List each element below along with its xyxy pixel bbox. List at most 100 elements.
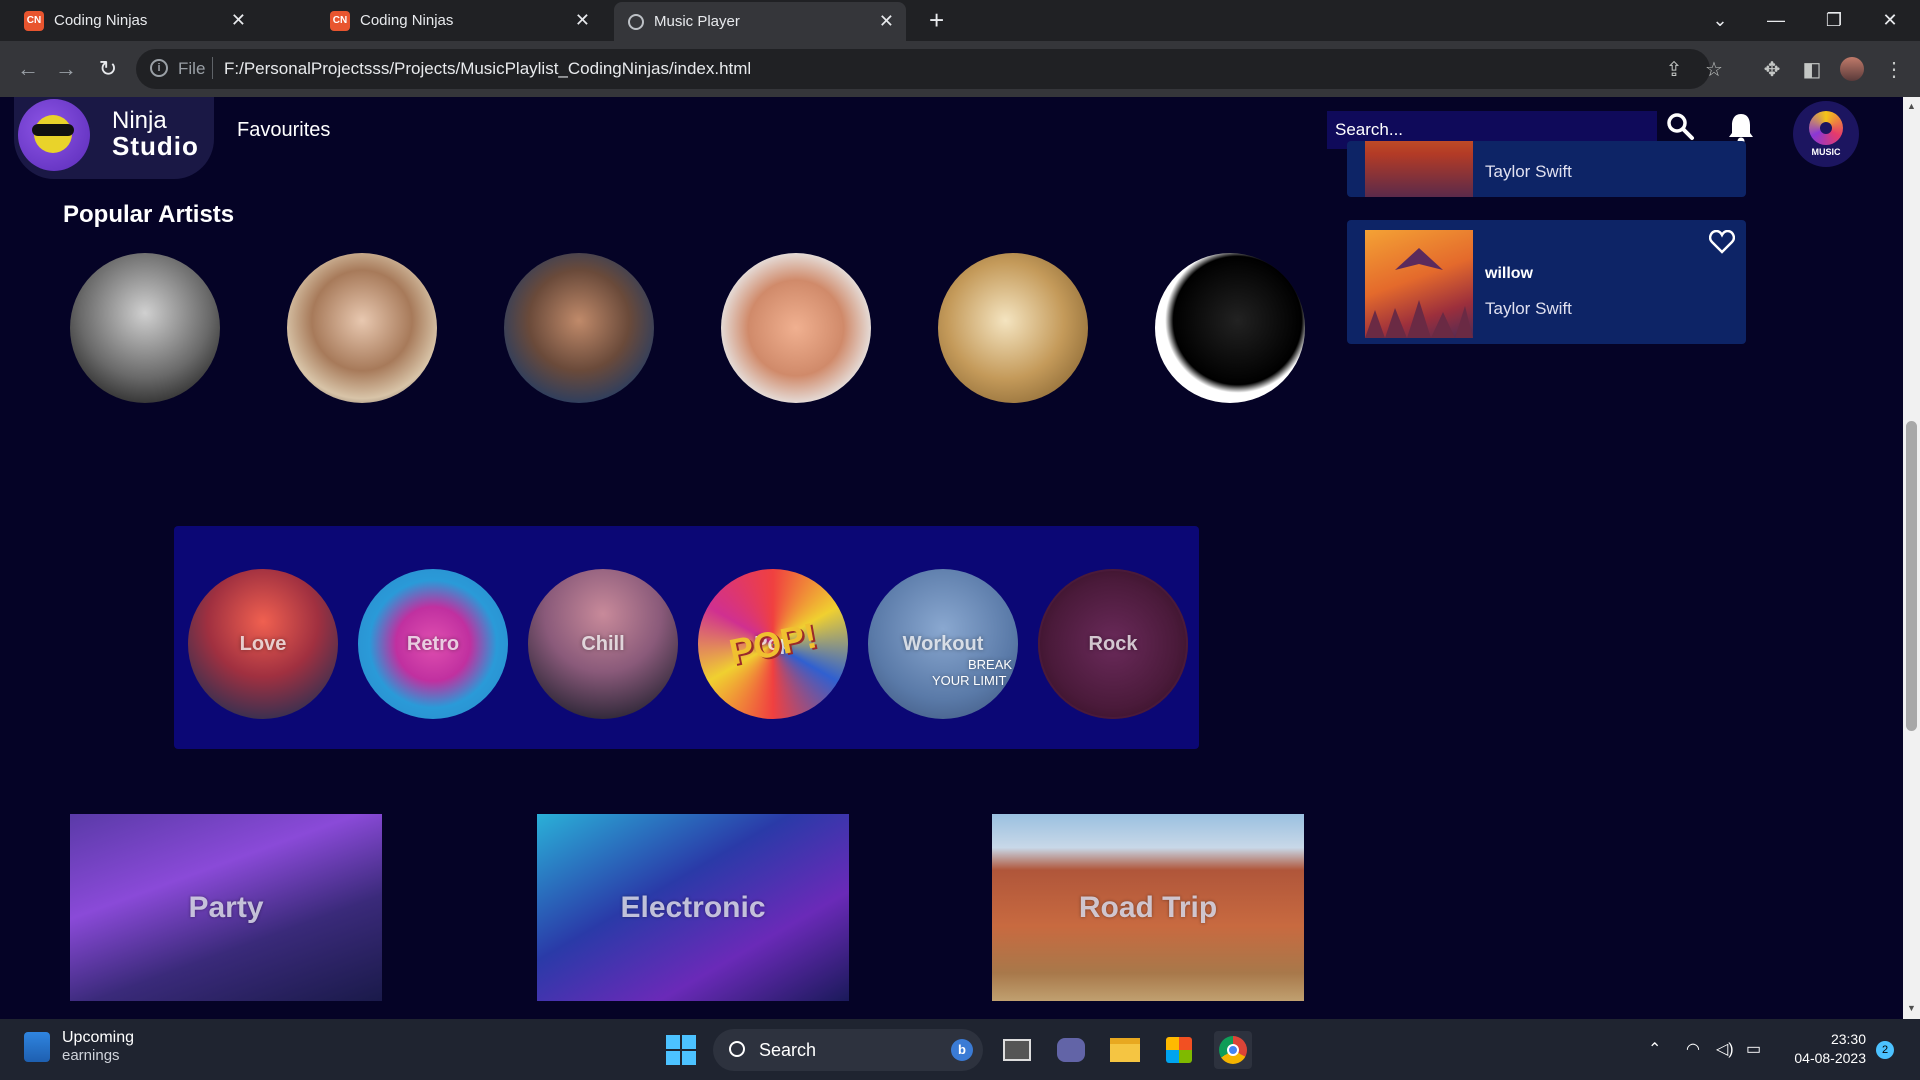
genre-pop[interactable]: POP! Pop [698,569,848,719]
new-tab-button[interactable]: + [929,5,945,35]
mood-tile-electronic[interactable]: Electronic [537,814,849,1001]
logo-text-line1: Ninja [112,107,167,134]
url-field[interactable]: i File F:/PersonalProjectsss/Projects/Mu… [136,49,1723,89]
workout-art-text: YOUR LIMIT [932,673,1007,688]
browser-tab[interactable]: CN Coding Ninjas ✕ [318,0,602,41]
artist-avatar[interactable] [504,253,654,403]
reload-icon[interactable]: ↻ [98,56,118,81]
close-window-button[interactable]: ✕ [1882,10,1898,30]
close-tab-icon[interactable]: ✕ [230,10,246,30]
scroll-up-icon[interactable]: ▲ [1907,101,1916,111]
song-artist: Taylor Swift [1485,299,1572,318]
genre-rock[interactable]: Rock [1038,569,1188,719]
page-scrollbar[interactable]: ▲ ▼ [1903,97,1920,1019]
tab-title: Music Player [654,13,740,30]
artist-avatar[interactable] [287,253,437,403]
taskbar: Upcoming earnings Search b ⌃ ◠ ◁) ▭ 23:3… [0,1019,1920,1080]
music-logo[interactable]: MUSIC [1793,101,1859,167]
logo-text-line2: Studio [112,131,199,161]
show-hidden-icons[interactable]: ⌃ [1648,1041,1662,1058]
coding-ninjas-favicon: CN [330,10,350,31]
windows-start-icon[interactable] [666,1035,696,1065]
widget-line1: Upcoming [62,1029,135,1046]
back-icon[interactable]: ← [17,56,39,81]
tile-label: Road Trip [1078,890,1218,924]
weather-widget[interactable]: Upcoming earnings [24,1029,134,1064]
artist-avatar[interactable] [1155,253,1305,403]
mood-tile-party[interactable]: Party [70,814,382,1001]
teams-chat-icon[interactable] [1052,1031,1090,1069]
genre-workout[interactable]: Workout BREAK YOUR LIMIT [868,569,1018,719]
pop-art-text: POP! [725,614,821,673]
close-tab-icon[interactable]: ✕ [574,10,590,30]
info-icon[interactable]: i [150,59,168,77]
microsoft-store-icon[interactable] [1160,1031,1198,1069]
url-scheme: File [178,59,206,78]
song-card[interactable]: willow Taylor Swift [1347,220,1746,344]
divider [212,57,213,79]
tile-label: Electronic [620,890,766,924]
volume-icon[interactable]: ◁) [1716,1041,1734,1058]
tab-search-icon[interactable]: ⌄ [1712,10,1728,30]
genre-label: Love [239,632,287,655]
song-artist: Taylor Swift [1485,162,1572,181]
song-thumbnail [1365,230,1473,338]
share-icon[interactable]: ⇪ [1665,58,1683,81]
artist-avatar[interactable] [938,253,1088,403]
clock-date: 04-08-2023 [1794,1050,1866,1066]
task-view-icon[interactable] [998,1031,1036,1069]
music-logo-text: MUSIC [1811,147,1841,157]
system-clock[interactable]: 23:30 04-08-2023 [1786,1030,1866,1068]
browser-tab[interactable]: CN Coding Ninjas ✕ [12,0,258,41]
search-icon[interactable] [1665,111,1695,141]
heart-icon[interactable] [1709,230,1735,254]
tile-label: Party [188,890,264,924]
file-explorer-icon[interactable] [1106,1031,1144,1069]
genre-love[interactable]: Love [188,569,338,719]
widget-line2: earnings [62,1047,120,1064]
artist-avatar[interactable] [70,253,220,403]
tab-title: Coding Ninjas [54,12,148,29]
side-panel-icon[interactable]: ◧ [1802,58,1822,81]
section-title-popular-artists: Popular Artists [63,201,235,228]
notification-badge[interactable]: 2 [1876,1041,1894,1059]
url-text: F:/PersonalProjectsss/Projects/MusicPlay… [224,59,752,78]
song-thumbnail [1365,141,1473,197]
genre-chill[interactable]: Chill [528,569,678,719]
browser-tab-strip: CN Coding Ninjas ✕ CN Coding Ninjas ✕ Mu… [0,0,1920,41]
mood-tile-road-trip[interactable]: Road Trip [992,814,1304,1001]
forward-icon[interactable]: → [55,56,77,81]
globe-icon [628,13,644,30]
stock-icon [24,1031,50,1062]
taskbar-search[interactable]: Search b [713,1029,983,1071]
profile-avatar[interactable] [1836,53,1868,85]
genre-label: Chill [581,632,625,655]
search-icon [729,1041,745,1057]
battery-icon[interactable]: ▭ [1746,1041,1762,1058]
music-disc-icon [1809,111,1843,145]
wifi-icon[interactable]: ◠ [1686,1041,1700,1058]
close-tab-icon[interactable]: ✕ [878,11,894,31]
scroll-down-icon[interactable]: ▼ [1907,1003,1916,1013]
artist-avatar[interactable] [721,253,871,403]
chrome-icon[interactable] [1214,1031,1252,1069]
address-bar: ← → ↻ i File F:/PersonalProjectsss/Proje… [0,41,1920,97]
extensions-icon[interactable]: ✥ [1763,58,1781,81]
genre-retro[interactable]: Retro [358,569,508,719]
restore-button[interactable]: ❐ [1825,10,1843,30]
browser-tab-active[interactable]: Music Player ✕ [614,2,906,41]
notification-bell-icon[interactable] [1726,111,1756,145]
bing-icon[interactable]: b [951,1039,973,1061]
genre-label: Rock [1088,632,1138,655]
scrollbar-thumb[interactable] [1906,421,1917,731]
nav-favourites-link[interactable]: Favourites [237,119,331,141]
song-card[interactable]: Taylor Swift [1347,141,1746,197]
site-logo[interactable]: Ninja Studio [14,97,214,179]
taskbar-search-label: Search [759,1039,817,1060]
coding-ninjas-favicon: CN [24,10,44,31]
genre-label: Pop [754,632,792,655]
bookmark-star-icon[interactable]: ☆ [1705,58,1723,81]
minimize-button[interactable]: — [1767,10,1785,30]
workout-art-text: BREAK [968,657,1013,672]
menu-icon[interactable]: ⋮ [1884,58,1904,81]
